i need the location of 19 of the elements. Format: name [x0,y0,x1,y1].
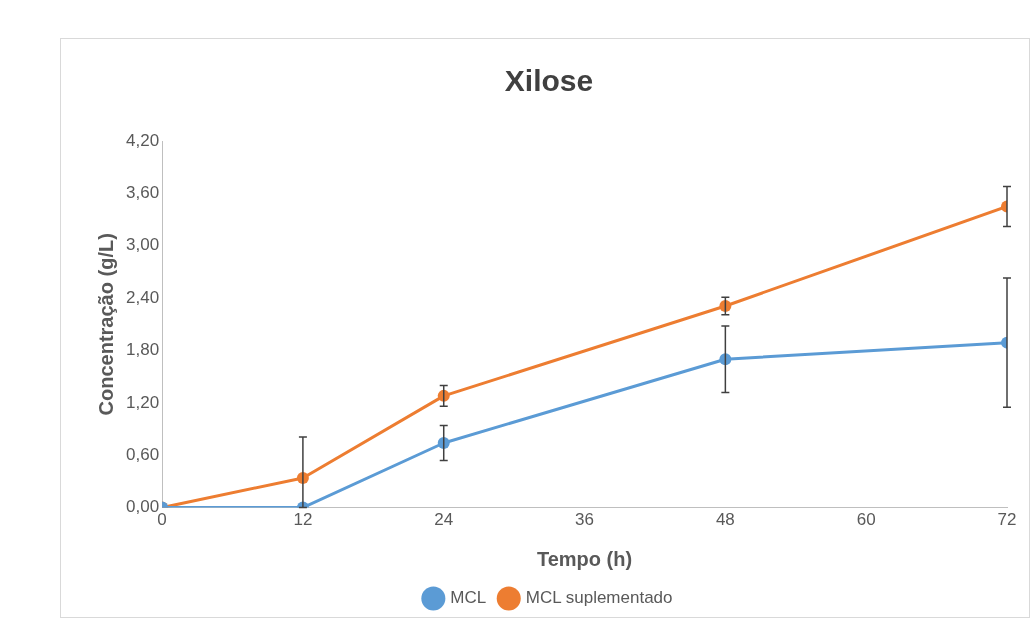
chart-title: Xilose [504,64,594,98]
x-axis-title: Tempo (h) [536,547,633,570]
x-tick-label: 24 [434,510,454,530]
x-tick-label: 36 [575,510,594,530]
legend-label: MCL [450,588,487,608]
y-tick-label: 0,60 [125,444,160,464]
y-tick-label: 3,60 [125,183,160,203]
x-tick-label: 12 [293,510,313,530]
legend-label: MCL suplementado [525,588,673,608]
y-tick-label: 2,40 [125,287,160,307]
y-tick-label: 1,20 [125,392,160,412]
x-tick-label: 0 [157,510,167,530]
x-tick-label: 60 [856,510,876,530]
y-axis-title: Concentração (g/L) [94,233,117,416]
y-tick-label: 3,00 [125,235,160,255]
y-tick-label: 4,20 [125,130,160,150]
x-tick-label: 72 [997,510,1017,530]
y-tick-label: 1,80 [125,340,160,360]
x-tick-label: 48 [715,510,735,530]
